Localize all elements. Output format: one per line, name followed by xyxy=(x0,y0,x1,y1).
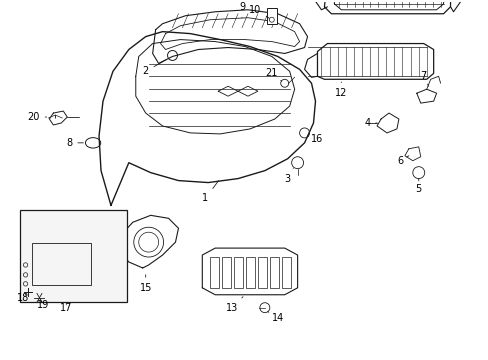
Bar xyxy=(31,243,91,285)
Text: 15: 15 xyxy=(139,275,152,293)
Bar xyxy=(257,257,266,288)
Bar xyxy=(245,257,254,288)
Text: 6: 6 xyxy=(397,156,408,166)
Bar xyxy=(20,210,126,302)
Text: 11: 11 xyxy=(0,359,1,360)
Text: 20: 20 xyxy=(27,112,46,122)
Bar xyxy=(234,257,243,288)
Bar xyxy=(269,257,278,288)
Text: 1: 1 xyxy=(202,181,218,203)
Bar xyxy=(210,257,219,288)
Text: 13: 13 xyxy=(225,297,243,313)
Text: 7: 7 xyxy=(420,71,428,86)
Text: 2: 2 xyxy=(142,60,166,76)
Text: 19: 19 xyxy=(37,300,49,310)
Bar xyxy=(222,257,231,288)
Text: 8: 8 xyxy=(66,138,83,148)
Text: 9: 9 xyxy=(239,2,244,18)
Bar xyxy=(266,8,276,24)
Text: 12: 12 xyxy=(334,82,347,98)
Text: 18: 18 xyxy=(18,293,30,303)
Text: 17: 17 xyxy=(60,303,72,313)
Bar xyxy=(281,257,290,288)
Text: 3: 3 xyxy=(284,168,293,184)
Text: 5: 5 xyxy=(415,179,421,194)
Text: 10: 10 xyxy=(248,5,269,18)
Text: 4: 4 xyxy=(364,118,376,128)
Text: 14: 14 xyxy=(267,312,284,323)
Text: 21: 21 xyxy=(265,68,281,81)
Text: 16: 16 xyxy=(307,134,323,144)
